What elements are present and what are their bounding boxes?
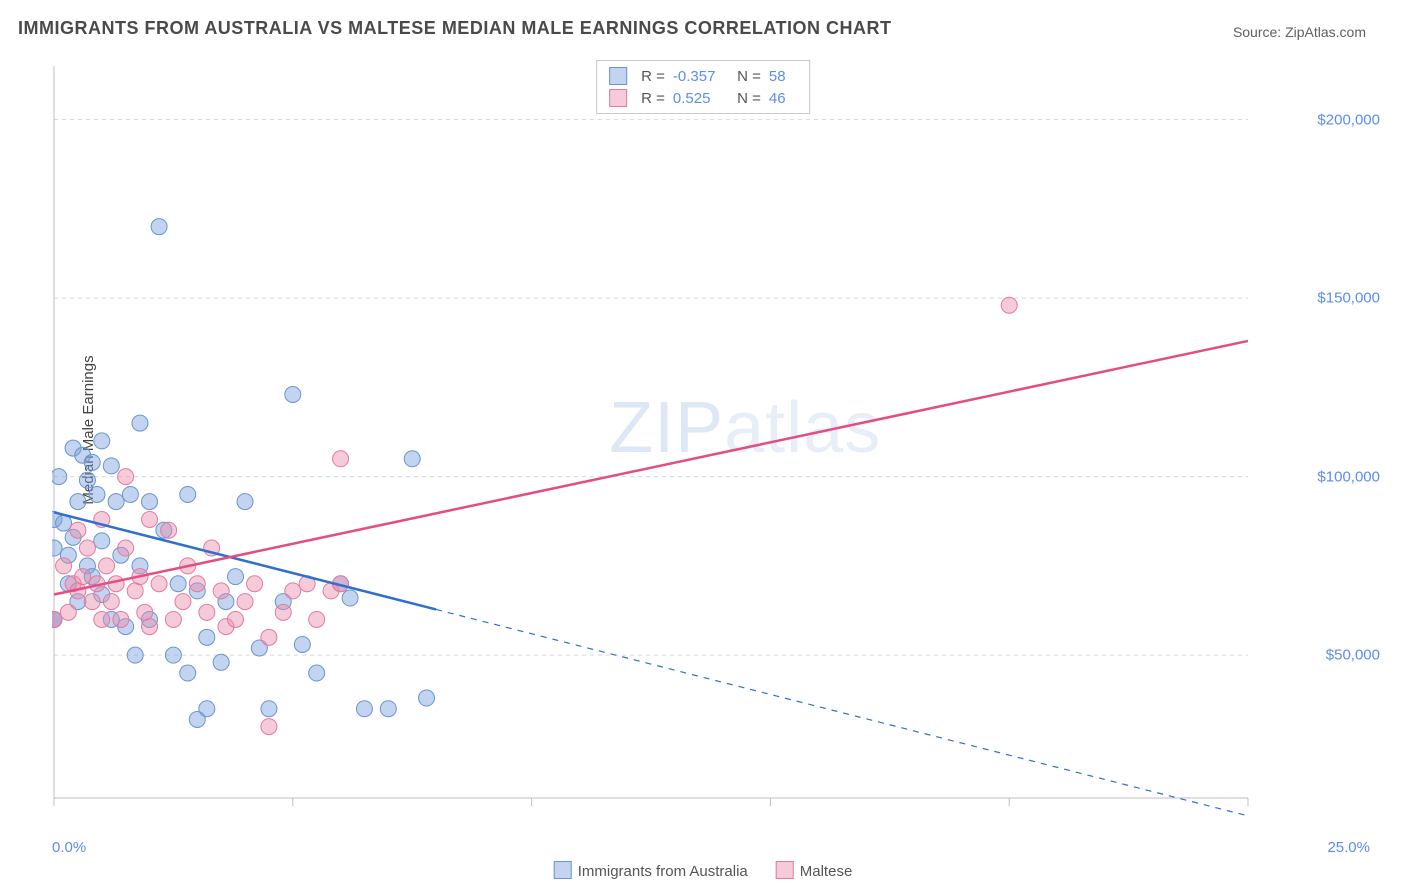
y-tick-label: $150,000 <box>1317 290 1380 307</box>
scatter-point <box>213 654 229 670</box>
y-tick-label: $50,000 <box>1326 647 1380 664</box>
stat-r-label: R = <box>641 90 665 107</box>
scatter-point <box>189 576 205 592</box>
scatter-point <box>103 458 119 474</box>
scatter-point <box>180 486 196 502</box>
legend-swatch-icon <box>554 861 572 879</box>
scatter-point <box>165 611 181 627</box>
scatter-point <box>108 576 124 592</box>
scatter-point <box>94 533 110 549</box>
source-label: Source: ZipAtlas.com <box>1233 24 1366 40</box>
scatter-point <box>261 629 277 645</box>
scatter-point <box>285 583 301 599</box>
scatter-point <box>309 611 325 627</box>
scatter-point <box>84 594 100 610</box>
scatter-point <box>99 558 115 574</box>
scatter-point <box>247 576 263 592</box>
scatter-point <box>285 387 301 403</box>
scatter-point <box>142 494 158 510</box>
scatter-point <box>227 569 243 585</box>
stat-n-value: 58 <box>769 68 797 85</box>
x-min-label: 0.0% <box>52 839 86 856</box>
scatter-point <box>161 522 177 538</box>
scatter-point <box>237 494 253 510</box>
scatter-point <box>151 219 167 235</box>
scatter-point <box>404 451 420 467</box>
legend-item: Maltese <box>776 861 853 880</box>
y-tick-label: $200,000 <box>1317 111 1380 128</box>
scatter-point <box>275 604 291 620</box>
stat-n-label: N = <box>733 90 761 107</box>
scatter-point <box>132 415 148 431</box>
scatter-point <box>151 576 167 592</box>
bottom-legend: Immigrants from Australia Maltese <box>554 861 853 880</box>
scatter-point <box>170 576 186 592</box>
scatter-point <box>122 486 138 502</box>
scatter-point <box>180 665 196 681</box>
scatter-plot <box>52 58 1368 838</box>
scatter-point <box>79 540 95 556</box>
scatter-point <box>213 583 229 599</box>
scatter-point <box>333 451 349 467</box>
scatter-point <box>419 690 435 706</box>
legend-swatch-icon <box>609 67 627 85</box>
stat-n-value: 46 <box>769 90 797 107</box>
scatter-point <box>56 558 72 574</box>
scatter-point <box>342 590 358 606</box>
stats-legend-box: R = -0.357 N = 58 R = 0.525 N = 46 <box>596 60 810 114</box>
scatter-point <box>1001 297 1017 313</box>
chart-title: IMMIGRANTS FROM AUSTRALIA VS MALTESE MED… <box>18 18 891 39</box>
regression-line-extrapolated <box>436 609 1248 815</box>
stat-r-value: 0.525 <box>673 90 725 107</box>
scatter-point <box>294 636 310 652</box>
scatter-point <box>70 494 86 510</box>
scatter-point <box>108 494 124 510</box>
scatter-point <box>142 511 158 527</box>
scatter-point <box>127 647 143 663</box>
scatter-point <box>165 647 181 663</box>
scatter-point <box>356 701 372 717</box>
legend-label: Maltese <box>800 863 853 880</box>
legend-label: Immigrants from Australia <box>578 863 748 880</box>
scatter-point <box>237 594 253 610</box>
scatter-point <box>118 469 134 485</box>
legend-item: Immigrants from Australia <box>554 861 748 880</box>
scatter-point <box>309 665 325 681</box>
scatter-point <box>380 701 396 717</box>
scatter-point <box>60 604 76 620</box>
y-tick-label: $100,000 <box>1317 468 1380 485</box>
stat-n-label: N = <box>733 68 761 85</box>
scatter-point <box>261 701 277 717</box>
scatter-point <box>199 701 215 717</box>
stats-row: R = -0.357 N = 58 <box>609 65 797 87</box>
scatter-point <box>261 719 277 735</box>
scatter-point <box>127 583 143 599</box>
stat-r-label: R = <box>641 68 665 85</box>
scatter-point <box>118 540 134 556</box>
scatter-point <box>52 469 67 485</box>
x-max-label: 25.0% <box>1327 839 1370 856</box>
scatter-point <box>227 611 243 627</box>
scatter-point <box>89 486 105 502</box>
scatter-point <box>137 604 153 620</box>
scatter-point <box>199 604 215 620</box>
scatter-point <box>84 454 100 470</box>
stats-row: R = 0.525 N = 46 <box>609 87 797 109</box>
scatter-point <box>199 629 215 645</box>
scatter-point <box>175 594 191 610</box>
regression-line <box>54 341 1248 595</box>
scatter-point <box>75 569 91 585</box>
scatter-point <box>113 611 129 627</box>
legend-swatch-icon <box>609 89 627 107</box>
stat-r-value: -0.357 <box>673 68 725 85</box>
scatter-point <box>94 433 110 449</box>
scatter-point <box>94 611 110 627</box>
scatter-point <box>79 472 95 488</box>
scatter-point <box>142 619 158 635</box>
legend-swatch-icon <box>776 861 794 879</box>
scatter-point <box>103 594 119 610</box>
scatter-point <box>70 522 86 538</box>
